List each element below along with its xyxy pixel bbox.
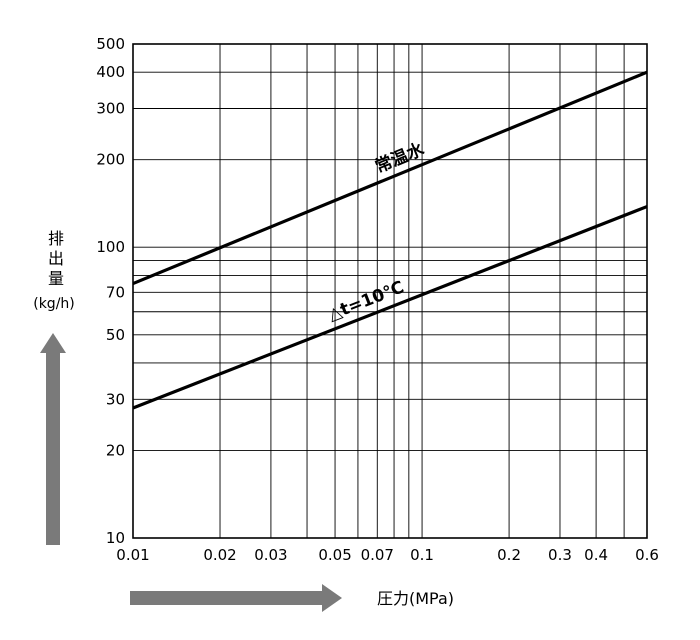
x-tick-label: 0.03 [254, 546, 287, 564]
y-tick-label: 500 [96, 35, 125, 53]
y-tick-label: 70 [106, 283, 125, 301]
x-tick-label: 0.6 [635, 546, 659, 564]
y-axis-label-line: (kg/h) [33, 296, 75, 312]
x-tick-label: 0.4 [584, 546, 608, 564]
y-tick-label: 30 [106, 390, 125, 408]
x-tick-label: 0.07 [361, 546, 394, 564]
y-tick-label: 100 [96, 238, 125, 256]
y-axis-label: 排 出 量 (kg/h) [33, 229, 75, 312]
x-tick-label: 0.2 [497, 546, 521, 564]
series-line [132, 70, 648, 286]
y-axis-label-line: 排 [48, 229, 64, 248]
y-tick-labels: 10 20 30 50 70 100 200 300 400 500 [96, 35, 125, 547]
x-tick-labels: 0.01 0.02 0.03 0.05 0.07 0.1 0.2 0.3 0.4 0.6 [116, 546, 659, 564]
series-lines [132, 70, 648, 410]
y-tick-label: 50 [106, 326, 125, 344]
y-tick-label: 20 [106, 441, 125, 459]
x-tick-label: 0.05 [318, 546, 351, 564]
y-tick-label: 400 [96, 63, 125, 81]
x-axis-label: 圧力(MPa) [377, 589, 454, 608]
x-tick-label: 0.02 [203, 546, 236, 564]
y-tick-label: 10 [106, 529, 125, 547]
plot-frame [132, 43, 648, 539]
y-axis-arrow [40, 333, 66, 545]
y-axis-label-line: 量 [48, 269, 64, 288]
x-tick-label: 0.1 [410, 546, 434, 564]
series-label: 常温水 [372, 138, 428, 177]
x-tick-label: 0.01 [116, 546, 149, 564]
x-axis-arrow [130, 584, 342, 612]
x-tick-label: 0.3 [548, 546, 572, 564]
y-tick-label: 200 [96, 151, 125, 169]
series-line [132, 205, 648, 410]
y-axis-label-line: 出 [48, 249, 64, 268]
y-tick-label: 300 [96, 100, 125, 118]
